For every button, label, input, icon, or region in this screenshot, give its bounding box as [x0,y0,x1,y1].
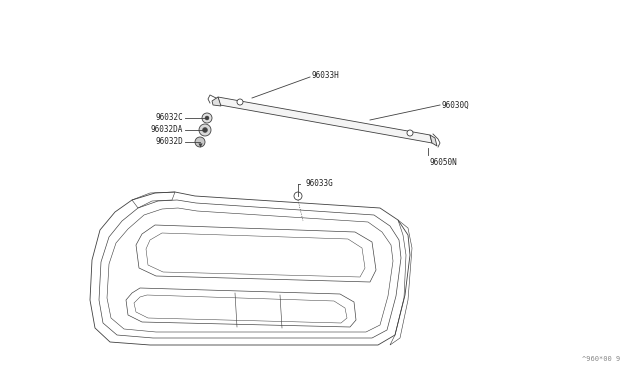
Polygon shape [218,97,432,143]
Circle shape [202,113,212,123]
Circle shape [407,130,413,136]
Text: 96050N: 96050N [430,158,458,167]
Circle shape [202,128,207,132]
Circle shape [195,137,205,147]
Polygon shape [430,135,437,146]
Text: 96030Q: 96030Q [442,100,470,109]
Text: 96033H: 96033H [312,71,340,80]
Circle shape [205,116,209,120]
Circle shape [294,192,302,200]
Text: 96032C: 96032C [156,113,183,122]
Text: 96033G: 96033G [305,179,333,187]
Circle shape [199,124,211,136]
Text: 96032DA: 96032DA [150,125,183,135]
Circle shape [237,99,243,105]
Text: ^960*00 9: ^960*00 9 [582,356,620,362]
Text: 96032D: 96032D [156,138,183,147]
Polygon shape [212,97,221,106]
